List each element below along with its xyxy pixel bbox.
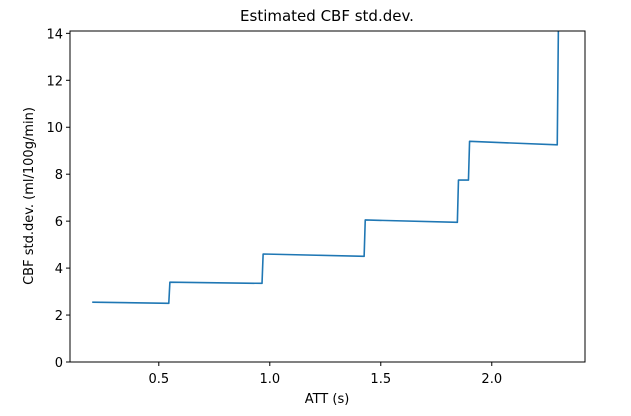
y-tick-label: 4 xyxy=(55,262,63,277)
x-tick-label: 2.0 xyxy=(481,372,502,387)
y-tick-label: 6 xyxy=(55,215,63,230)
y-axis-ticks: 0 2 4 6 8 10 12 14 xyxy=(46,27,70,371)
x-axis-label: ATT (s) xyxy=(305,392,350,407)
plot-area xyxy=(69,30,586,363)
chart-title: Estimated CBF std.dev. xyxy=(240,7,414,25)
y-tick-label: 8 xyxy=(55,168,63,183)
x-tick-label: 0.5 xyxy=(148,372,169,387)
y-tick-label: 2 xyxy=(55,309,63,324)
x-tick-label: 1.5 xyxy=(370,372,391,387)
y-tick-label: 10 xyxy=(46,121,63,136)
y-tick-label: 12 xyxy=(46,74,63,89)
y-axis-label: CBF std.dev. (ml/100g/min) xyxy=(22,107,37,285)
x-axis-ticks: 0.5 1.0 1.5 2.0 xyxy=(148,362,502,387)
y-tick-label: 0 xyxy=(55,356,63,371)
plot-frame xyxy=(69,30,586,363)
x-tick-label: 1.0 xyxy=(259,372,280,387)
series-line-0 xyxy=(92,30,560,305)
y-tick-label: 14 xyxy=(46,27,63,42)
